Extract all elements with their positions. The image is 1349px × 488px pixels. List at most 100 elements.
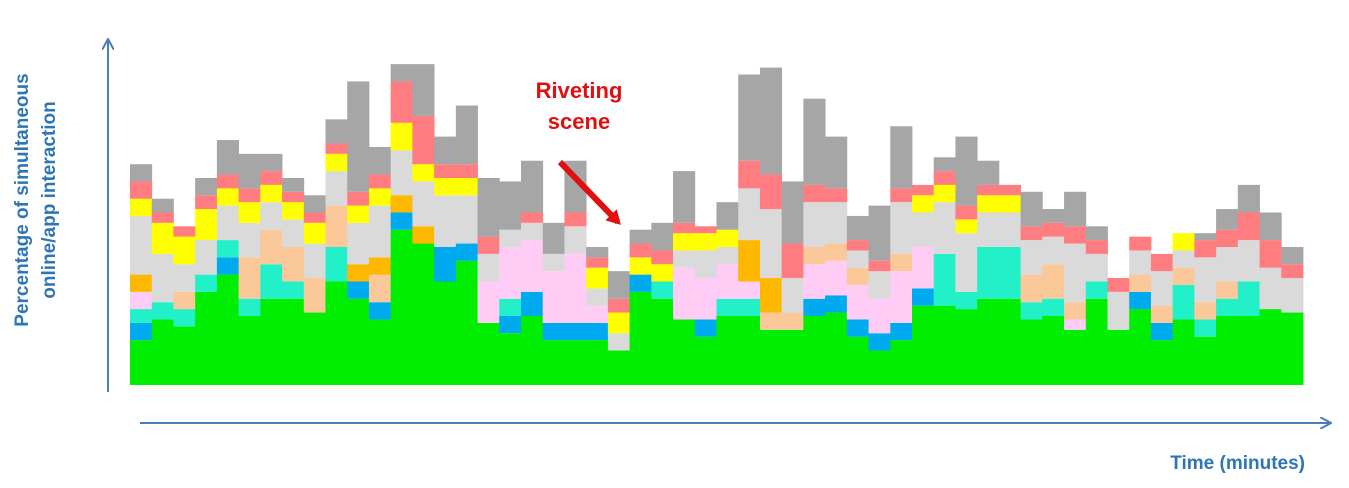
bar-segment xyxy=(368,302,392,320)
bar-segment xyxy=(629,257,652,275)
bar-segment xyxy=(1064,302,1087,320)
bar-segment xyxy=(607,271,631,299)
bar-segment xyxy=(390,122,413,151)
bar-segment xyxy=(803,264,826,299)
bar-segment xyxy=(1216,229,1239,247)
bar-segment xyxy=(521,240,544,292)
bar-segment xyxy=(368,146,392,175)
bar-segment xyxy=(890,126,913,189)
bar-segment xyxy=(1216,281,1239,299)
bar-segment xyxy=(716,247,739,265)
bar-segment xyxy=(1042,316,1065,385)
bar-segment xyxy=(477,253,500,282)
bar-segment xyxy=(629,274,652,292)
bar-segment xyxy=(303,195,326,213)
bar-segment xyxy=(238,257,261,299)
bar-segment xyxy=(868,271,891,299)
bar-segment xyxy=(673,233,696,251)
bar-segment xyxy=(216,188,240,206)
bar-segment xyxy=(238,188,261,203)
bar-segment xyxy=(1107,329,1130,385)
bar-segment xyxy=(130,215,153,275)
bar-segment xyxy=(955,309,978,385)
bar-segment xyxy=(238,222,261,258)
bar-segment xyxy=(542,340,565,385)
bar-segment xyxy=(890,340,913,385)
bar-segment xyxy=(1020,302,1043,320)
y-label-line: Percentage of simultaneous xyxy=(12,73,33,326)
bar-segment xyxy=(803,316,826,385)
bar-segment xyxy=(325,281,348,385)
bar-segment xyxy=(542,271,565,323)
bar-segment xyxy=(216,174,240,189)
bar-segment xyxy=(542,222,565,254)
bar-segment xyxy=(303,312,326,385)
annotation-arrow xyxy=(557,159,621,225)
bar-segment xyxy=(1085,240,1108,254)
bar-segment xyxy=(477,178,500,237)
bar-segment xyxy=(368,174,392,189)
bar-segment xyxy=(673,267,696,320)
bar-segment xyxy=(825,202,848,244)
bar-segment xyxy=(890,188,913,203)
bar-segment xyxy=(564,226,587,254)
bar-segment xyxy=(781,278,804,313)
bar-segment xyxy=(846,215,869,241)
bar-segment xyxy=(890,202,913,254)
bar-segment xyxy=(368,257,392,275)
bar-segment xyxy=(521,316,544,385)
bar-segment xyxy=(195,209,218,241)
bar-segment xyxy=(282,281,305,299)
bar-segment xyxy=(238,298,261,316)
bar-segment xyxy=(195,274,218,292)
bar-segment xyxy=(1064,243,1087,303)
bar-segment xyxy=(933,305,956,385)
bar-segment xyxy=(368,188,392,206)
bar-segment xyxy=(1172,284,1195,320)
bar-segment xyxy=(759,209,783,279)
bar-segment xyxy=(173,226,196,237)
bar-segment xyxy=(477,281,500,323)
bar-segment xyxy=(477,322,500,385)
bar-segment xyxy=(347,222,370,265)
bar-segment xyxy=(282,178,305,192)
bar-segment xyxy=(1237,281,1260,316)
bar-segment xyxy=(933,171,956,185)
bar-segment xyxy=(651,222,674,251)
bar-segment xyxy=(1042,298,1065,316)
bar-segment xyxy=(803,184,826,203)
bar-segment xyxy=(955,233,978,292)
bar-segment xyxy=(846,240,869,251)
bar-segment xyxy=(629,229,652,244)
bar-segment xyxy=(998,184,1022,196)
bar-segment xyxy=(499,316,522,334)
bar-segment xyxy=(521,222,544,241)
bar-segment xyxy=(1085,281,1108,299)
bar-segment xyxy=(912,184,935,196)
bar-segment xyxy=(955,291,978,310)
bar-segment xyxy=(412,115,435,165)
bar-segment xyxy=(499,229,522,247)
bar-segment xyxy=(325,143,348,154)
bar-segment xyxy=(1172,319,1195,385)
bar-segment xyxy=(455,164,478,178)
bar-segment xyxy=(499,298,522,316)
bar-segment xyxy=(1172,267,1195,285)
bar-segment xyxy=(130,181,153,199)
bar-segment xyxy=(1216,316,1239,385)
bar-segment xyxy=(130,309,153,323)
bar-segment xyxy=(130,164,153,182)
bar-segment xyxy=(586,340,609,385)
bar-segment xyxy=(1042,264,1065,299)
bar-segment xyxy=(325,205,348,247)
bar-segment xyxy=(651,264,674,282)
bar-segment xyxy=(933,157,956,172)
bar-segment xyxy=(1085,298,1108,385)
bar-segment xyxy=(868,350,891,385)
bar-segment xyxy=(325,171,348,206)
bar-segment xyxy=(825,243,848,261)
bar-segment xyxy=(1216,298,1239,316)
bar-segment xyxy=(434,281,457,385)
bar-segment xyxy=(303,278,326,313)
bar-segment xyxy=(521,160,544,213)
